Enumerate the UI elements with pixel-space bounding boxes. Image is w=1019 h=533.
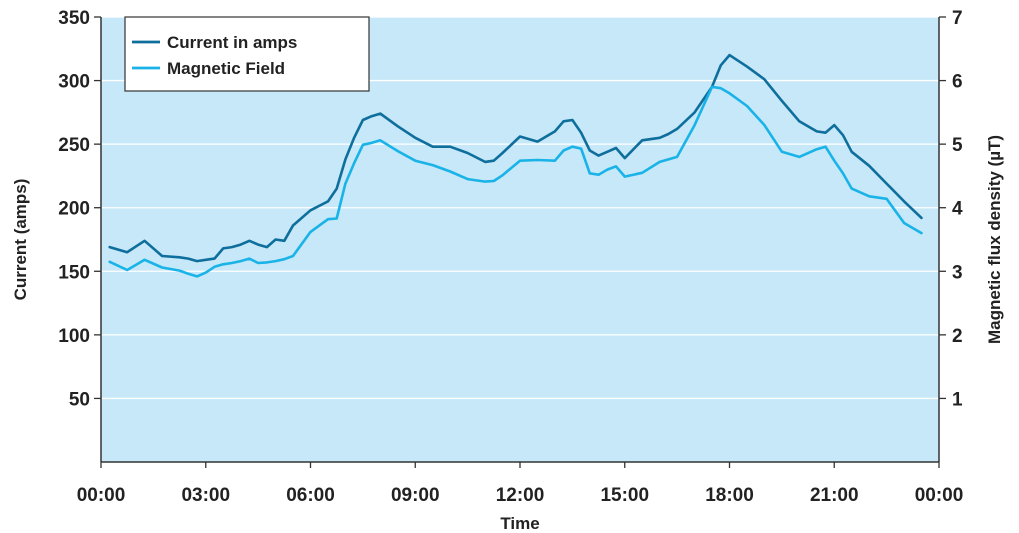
left-tick-label: 300 <box>58 72 90 93</box>
right-tick-label: 4 <box>952 199 963 220</box>
x-tick-label: 09:00 <box>391 485 440 506</box>
right-tick-label: 2 <box>952 326 963 347</box>
legend-label-current: Current in amps <box>167 33 297 52</box>
x-tick-label: 21:00 <box>810 485 859 506</box>
x-tick-label: 12:00 <box>496 485 545 506</box>
right-tick-label: 1 <box>952 389 963 410</box>
series-line-current <box>108 53 923 263</box>
right-axis-title: Magnetic flux density (µT) <box>985 135 1004 344</box>
left-tick-label: 100 <box>58 326 90 347</box>
right-tick-label: 6 <box>952 72 963 93</box>
series-layer <box>108 53 923 278</box>
x-tick-label: 00:00 <box>77 485 126 506</box>
right-tick-label: 7 <box>952 8 963 29</box>
left-tick-label: 200 <box>58 199 90 220</box>
x-tick-label: 15:00 <box>600 485 649 506</box>
left-tick-label: 250 <box>58 135 90 156</box>
legend: Current in amps Magnetic Field <box>124 16 370 92</box>
left-tick-label: 350 <box>58 8 90 29</box>
axis-ticks: 50 100 150 200 250 300 350 1 2 3 4 5 6 7 00:00 03:00 06:… <box>58 8 963 506</box>
series-line-magnetic <box>108 85 923 278</box>
legend-box <box>124 16 370 92</box>
left-tick-label: 150 <box>58 262 90 283</box>
x-tick-label: 06:00 <box>286 485 335 506</box>
left-tick-label: 50 <box>69 389 90 410</box>
x-tick-label: 03:00 <box>181 485 230 506</box>
right-tick-label: 3 <box>952 262 963 283</box>
x-tick-label: 00:00 <box>915 485 964 506</box>
legend-label-magnetic: Magnetic Field <box>167 59 285 78</box>
left-axis-title: Current (amps) <box>11 179 30 301</box>
right-tick-label: 5 <box>952 135 963 156</box>
x-tick-label: 18:00 <box>705 485 754 506</box>
x-axis-title: Time <box>500 514 539 533</box>
gridlines <box>101 16 939 400</box>
